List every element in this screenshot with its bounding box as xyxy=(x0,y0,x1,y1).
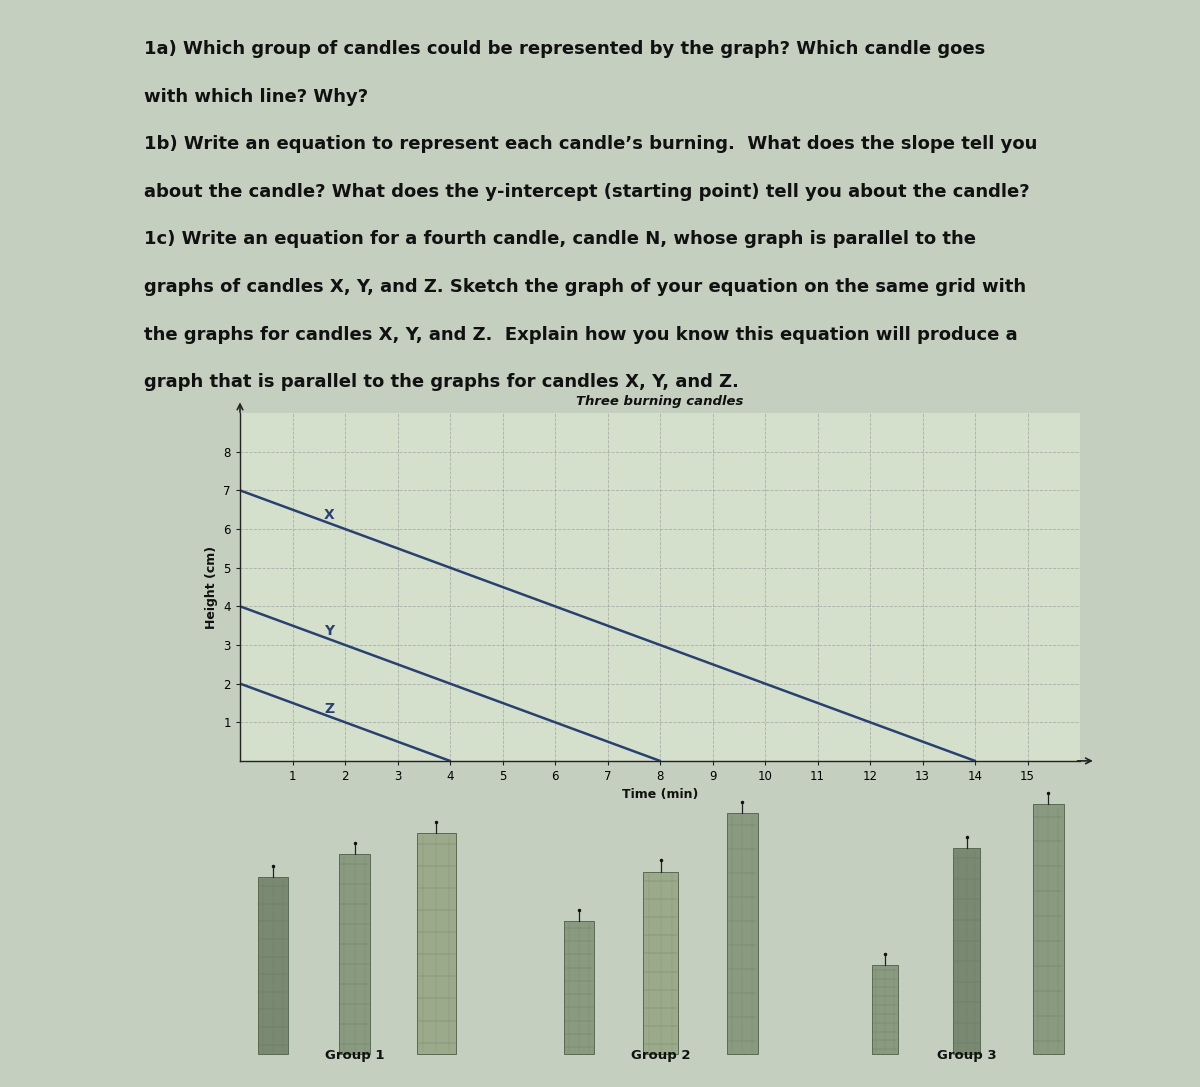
Text: the graphs for candles X, Y, and Z.  Explain how you know this equation will pro: the graphs for candles X, Y, and Z. Expl… xyxy=(144,326,1018,343)
Bar xyxy=(1033,804,1063,1053)
Text: Group 2: Group 2 xyxy=(631,1049,690,1062)
Text: Y: Y xyxy=(324,624,334,638)
X-axis label: Time (min): Time (min) xyxy=(622,788,698,801)
Text: Group 3: Group 3 xyxy=(937,1049,996,1062)
Text: graphs of candles X, Y, and Z. Sketch the graph of your equation on the same gri: graphs of candles X, Y, and Z. Sketch th… xyxy=(144,278,1026,296)
Text: about the candle? What does the y-intercept (starting point) tell you about the : about the candle? What does the y-interc… xyxy=(144,183,1030,201)
Bar xyxy=(258,877,288,1053)
Text: graph that is parallel to the graphs for candles X, Y, and Z.: graph that is parallel to the graphs for… xyxy=(144,373,739,391)
Text: Group 1: Group 1 xyxy=(325,1049,384,1062)
Bar xyxy=(871,965,899,1053)
Bar xyxy=(564,922,594,1053)
Bar xyxy=(340,854,370,1053)
Text: 1b) Write an equation to represent each candle’s burning.  What does the slope t: 1b) Write an equation to represent each … xyxy=(144,136,1037,153)
Title: Three burning candles: Three burning candles xyxy=(576,395,744,408)
Text: 1c) Write an equation for a fourth candle, candle N, whose graph is parallel to : 1c) Write an equation for a fourth candl… xyxy=(144,230,976,249)
Bar xyxy=(727,813,757,1053)
Y-axis label: Height (cm): Height (cm) xyxy=(205,546,218,628)
Bar xyxy=(416,834,456,1053)
Text: X: X xyxy=(324,509,335,523)
Text: with which line? Why?: with which line? Why? xyxy=(144,88,368,105)
Text: Z: Z xyxy=(324,702,334,715)
Bar xyxy=(953,848,980,1053)
Text: 1a) Which group of candles could be represented by the graph? Which candle goes: 1a) Which group of candles could be repr… xyxy=(144,40,985,59)
Bar xyxy=(643,872,678,1053)
